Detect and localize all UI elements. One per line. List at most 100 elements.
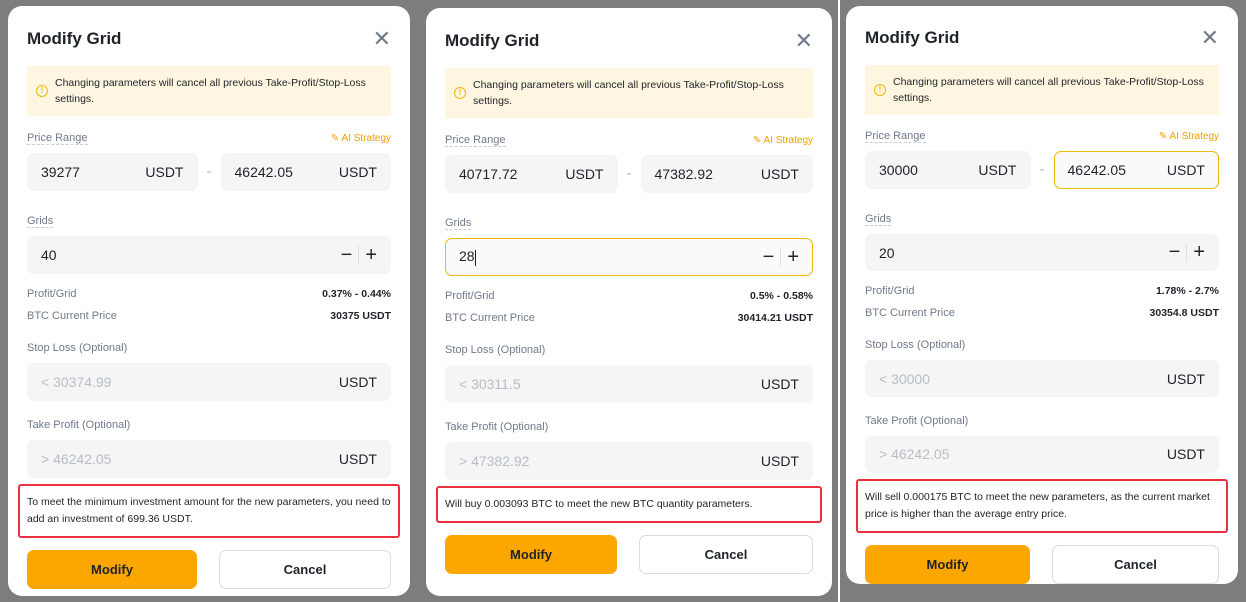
info-icon: ! [36,85,48,97]
profit-grid-label: Profit/Grid [445,290,495,302]
close-icon[interactable]: ✕ [372,26,391,51]
stop-loss-input[interactable]: < 30374.99 USDT [27,363,391,401]
take-profit-placeholder: > 47382.92 [459,453,530,469]
stop-loss-placeholder: < 30000 [879,370,930,387]
ai-strategy-label: AI Strategy [1169,131,1219,143]
cancel-button[interactable]: Cancel [639,535,813,574]
upper-price-input[interactable]: 47382.92 USDT [640,155,813,193]
minus-icon[interactable]: − [340,243,353,266]
modify-grid-dialog: Modify Grid ✕ ! Changing parameters will … [426,8,832,596]
upper-price-value: 47382.92 [654,166,713,182]
grids-input[interactable]: 20 − + [865,234,1219,272]
ai-strategy-label: AI Strategy [763,134,813,146]
take-profit-label: Take Profit (Optional) [865,414,969,427]
adjustment-message: To meet the minimum investment amount fo… [18,484,400,538]
take-profit-input[interactable]: > 46242.05 USDT [27,440,391,478]
modify-button[interactable]: Modify [445,535,617,574]
grids-input[interactable]: 28 − + [445,238,813,276]
info-icon: ! [454,87,466,99]
stop-loss-label: Stop Loss (Optional) [865,339,966,352]
modify-grid-dialog: Modify Grid ✕ ! Changing parameters will … [8,6,410,596]
modify-grid-dialog: Modify Grid ✕ ! Changing parameters will … [846,6,1238,584]
plus-icon[interactable]: + [787,245,799,268]
price-range-label: Price Range [865,130,926,144]
pencil-icon: ✎ [752,134,764,146]
close-icon[interactable]: ✕ [794,28,813,53]
stop-loss-placeholder: < 30311.5 [459,376,521,392]
grids-input[interactable]: 40 − + [27,236,391,274]
range-separator: - [1039,161,1045,179]
unit-label: USDT [978,162,1017,179]
take-profit-placeholder: > 46242.05 [41,451,112,467]
btc-price-value: 30354.8 USDT [1149,307,1219,320]
unit-label: USDT [338,164,377,180]
upper-price-value: 46242.05 [234,164,293,180]
btc-price-label: BTC Current Price [27,310,117,322]
unit-label: USDT [760,453,799,469]
stop-loss-input[interactable]: < 30311.5 USDT [445,365,813,403]
adjustment-message: Will buy 0.003093 BTC to meet the new BT… [436,486,822,523]
pencil-icon: ✎ [330,132,342,144]
plus-icon[interactable]: + [1193,241,1205,264]
upper-price-input[interactable]: 46242.05 USDT [1053,151,1219,190]
close-icon[interactable]: ✕ [1200,25,1219,51]
unit-label: USDT [760,376,799,392]
modify-button[interactable]: Modify [27,550,197,589]
warning-text: Changing parameters will cancel all prev… [55,77,366,105]
modify-button[interactable]: Modify [865,544,1030,584]
take-profit-input[interactable]: > 46242.05 USDT [865,435,1219,473]
unit-label: USDT [565,166,604,182]
upper-price-value: 46242.05 [1067,162,1126,179]
ai-strategy-link[interactable]: ✎ AI Strategy [331,133,391,144]
dialog-header: Modify Grid ✕ [865,12,1219,65]
btc-price-label: BTC Current Price [865,307,955,320]
lower-price-input[interactable]: 30000 USDT [865,151,1031,190]
lower-price-input[interactable]: 39277 USDT [27,153,198,191]
dialog-title: Modify Grid [27,29,122,48]
profit-grid-label: Profit/Grid [865,285,915,298]
unit-label: USDT [1166,370,1205,387]
range-separator: - [206,163,212,180]
dialog-header: Modify Grid ✕ [445,14,813,68]
upper-price-input[interactable]: 46242.05 USDT [220,153,391,191]
take-profit-placeholder: > 46242.05 [879,446,950,463]
stop-loss-label: Stop Loss (Optional) [27,342,128,354]
text-cursor [474,249,476,266]
grids-label: Grids [865,212,892,226]
cancel-button[interactable]: Cancel [219,550,391,589]
unit-label: USDT [760,166,799,182]
unit-label: USDT [1166,446,1205,463]
ai-strategy-link[interactable]: ✎ AI Strategy [1159,131,1219,142]
ai-strategy-link[interactable]: ✎ AI Strategy [753,135,813,146]
unit-label: USDT [145,164,184,180]
warning-banner: ! Changing parameters will cancel all pre… [445,68,813,118]
info-icon: ! [874,83,886,96]
warning-banner: ! Changing parameters will cancel all pre… [27,66,391,116]
dialog-title: Modify Grid [865,28,960,48]
profit-grid-value: 1.78% - 2.7% [1155,285,1219,298]
plus-icon[interactable]: + [365,243,377,266]
grids-label: Grids [445,216,472,230]
stop-loss-placeholder: < 30374.99 [41,374,112,390]
lower-price-value: 30000 [879,162,918,179]
grids-label: Grids [27,214,54,228]
minus-icon[interactable]: − [1168,241,1181,264]
unit-label: USDT [338,451,377,467]
dialog-header: Modify Grid ✕ [27,12,391,66]
lower-price-value: 40717.72 [459,166,518,182]
grids-value: 20 [879,244,895,261]
take-profit-input[interactable]: > 47382.92 USDT [445,442,813,480]
price-range-label: Price Range [27,131,88,145]
stop-loss-label: Stop Loss (Optional) [445,344,546,356]
profit-grid-value: 0.37% - 0.44% [322,288,391,300]
warning-banner: ! Changing parameters will cancel all pre… [865,64,1219,115]
btc-price-value: 30414.21 USDT [737,312,813,324]
minus-icon[interactable]: − [762,245,775,268]
btc-price-label: BTC Current Price [445,312,535,324]
take-profit-label: Take Profit (Optional) [27,419,131,431]
lower-price-input[interactable]: 40717.72 USDT [445,155,618,193]
warning-text: Changing parameters will cancel all prev… [893,75,1204,104]
cancel-button[interactable]: Cancel [1052,544,1219,584]
unit-label: USDT [1166,162,1205,179]
stop-loss-input[interactable]: < 30000 USDT [865,359,1219,398]
